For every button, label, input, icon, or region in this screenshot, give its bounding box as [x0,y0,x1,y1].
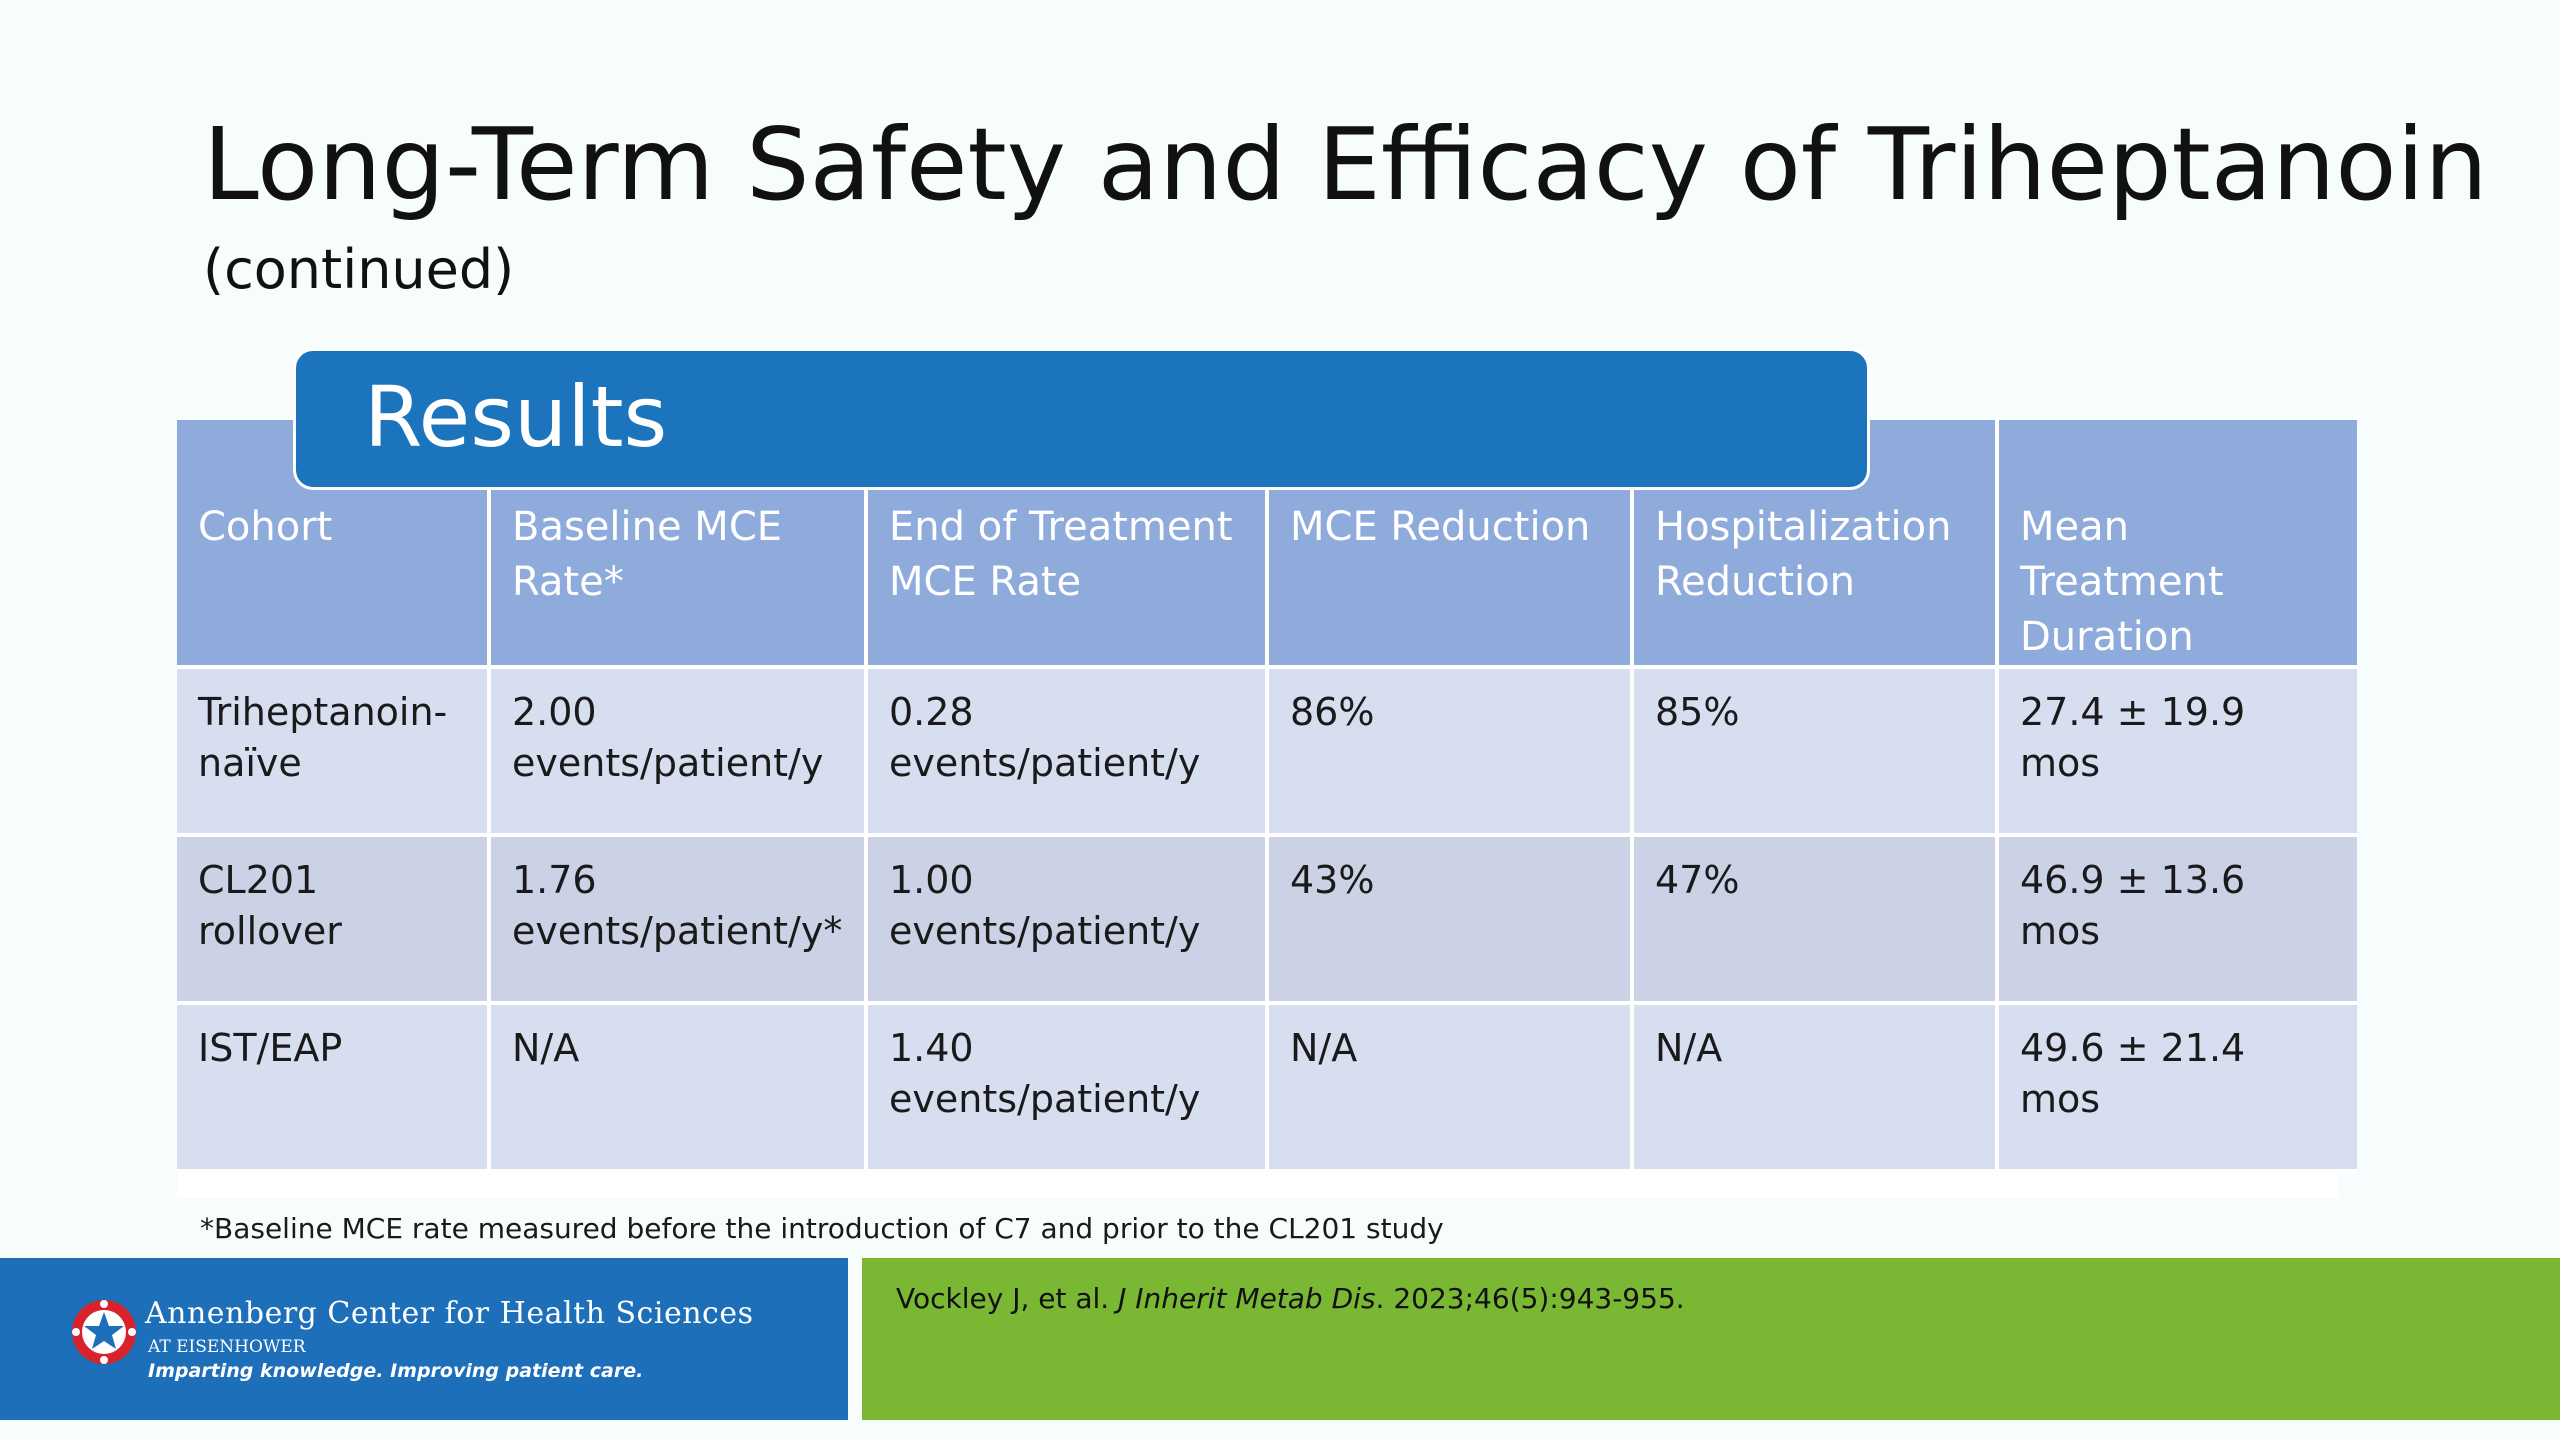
citation-details: . 2023;46(5):943-955. [1375,1282,1685,1315]
cell-end-of-treatment-mce-rate: 0.28 events/patient/y [868,669,1265,837]
star-logo-icon [72,1300,136,1364]
header-end-of-treatment-mce-rate: End of Treatment MCE Rate [868,500,1265,669]
logo-subtitle: AT EISENHOWER [148,1337,306,1357]
results-table-container: Cohort Baseline MCE Rate* End of Treatme… [177,420,2357,1198]
table-footnote: *Baseline MCE rate measured before the i… [200,1212,1444,1245]
table-header-row: Cohort Baseline MCE Rate* End of Treatme… [177,500,2357,669]
cell-mean-treatment-duration: 49.6 ± 21.4 mos [1999,1005,2357,1173]
cell-mce-reduction: N/A [1269,1005,1630,1173]
header-mce-reduction: MCE Reduction [1269,500,1630,669]
spacer-cell [1999,420,2357,500]
citation-journal: J Inherit Metab Dis [1118,1282,1376,1315]
cell-mce-reduction: 86% [1269,669,1630,837]
table-row: CL201 rollover 1.76 events/patient/y* 1.… [177,837,2357,1005]
cell-end-of-treatment-mce-rate: 1.40 events/patient/y [868,1005,1265,1173]
cell-hospitalization-reduction: 85% [1634,669,1995,837]
table-row: Triheptanoin-naïve 2.00 events/patient/y… [177,669,2357,837]
results-table: Cohort Baseline MCE Rate* End of Treatme… [173,420,2361,1173]
slide-subtitle: (continued) [203,238,515,301]
slide-title: Long-Term Safety and Efficacy of Trihept… [203,106,2488,223]
results-banner: Results [293,348,1870,490]
cell-hospitalization-reduction: N/A [1634,1005,1995,1173]
cell-mean-treatment-duration: 46.9 ± 13.6 mos [1999,837,2357,1005]
footer-logo-panel: Annenberg Center for Health Sciences AT … [0,1258,848,1420]
cell-cohort: CL201 rollover [177,837,487,1005]
cell-cohort: IST/EAP [177,1005,487,1173]
cell-baseline-mce-rate: 2.00 events/patient/y [491,669,864,837]
header-baseline-mce-rate: Baseline MCE Rate* [491,500,864,669]
cell-end-of-treatment-mce-rate: 1.00 events/patient/y [868,837,1265,1005]
header-mean-treatment-duration: Mean Treatment Duration [1999,500,2357,669]
cell-mean-treatment-duration: 27.4 ± 19.9 mos [1999,669,2357,837]
cell-baseline-mce-rate: N/A [491,1005,864,1173]
cell-hospitalization-reduction: 47% [1634,837,1995,1005]
logo-tagline: Imparting knowledge. Improving patient c… [148,1360,644,1382]
cell-cohort: Triheptanoin-naïve [177,669,487,837]
table-row: IST/EAP N/A 1.40 events/patient/y N/A N/… [177,1005,2357,1173]
cell-baseline-mce-rate: 1.76 events/patient/y* [491,837,864,1005]
footer-citation-panel: Vockley J, et al. J Inherit Metab Dis. 2… [862,1258,2560,1420]
citation-authors: Vockley J, et al. [896,1282,1119,1315]
citation: Vockley J, et al. J Inherit Metab Dis. 2… [896,1282,1685,1315]
cell-mce-reduction: 43% [1269,837,1630,1005]
header-cohort: Cohort [177,500,487,669]
logo-name: Annenberg Center for Health Sciences [145,1296,754,1331]
header-hospitalization-reduction: Hospitalization Reduction [1634,500,1995,669]
